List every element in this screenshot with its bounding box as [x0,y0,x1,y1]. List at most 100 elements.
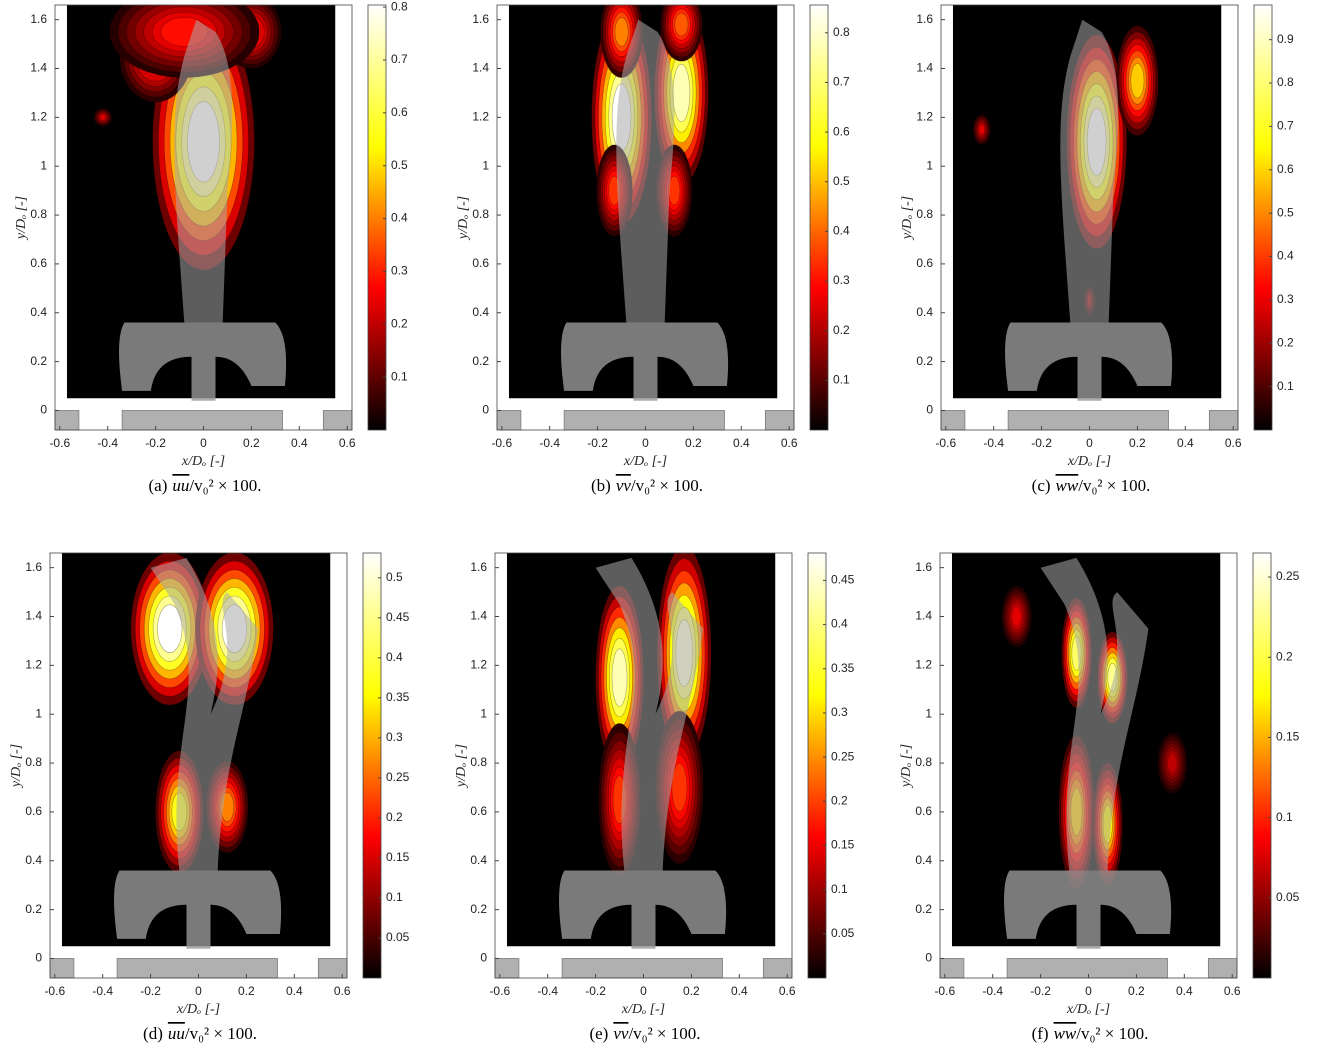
y-tick-label: 0.8 [25,755,42,769]
y-tick-label: 0.6 [915,804,932,818]
x-tick-label: -0.4 [537,984,558,998]
colorbar-tick-label: 0.2 [1277,335,1294,349]
colorbar-tick-label: 0.4 [1277,249,1294,263]
colorbar-tick-label: 0.4 [391,211,408,225]
y-tick-label: 1.6 [915,560,932,574]
colorbar-tick-label: 0.7 [391,52,408,66]
x-tick-label: -0.2 [1030,984,1051,998]
floor-bar [121,410,283,431]
x-tick-label: 0.6 [1225,436,1242,450]
colorbar-tick-label: 0.25 [831,749,855,763]
x-tick-label: 0.4 [733,436,750,450]
x-axis-label: x/Dₒ [-] [623,454,667,469]
caption: (f) ww/v₀² × 100. [1032,1024,1149,1043]
contour-level [614,17,629,47]
colorbar-tick-label: 0.2 [386,810,403,824]
y-tick-label: 1 [40,158,47,172]
y-tick-label: 1.6 [25,560,42,574]
colorbar-tick-label: 0.2 [1276,649,1293,663]
burner [1004,870,1172,949]
colorbar-tick-label: 0.15 [386,850,410,864]
x-tick-label: 0.6 [1224,984,1241,998]
x-axis-label: x/Dₒ [-] [621,1002,665,1017]
x-axis-label: x/Dₒ [-] [1066,1002,1110,1017]
caption-quantity: vv [616,476,632,495]
caption-label: (a) [149,476,168,495]
floor-bar [1006,958,1168,979]
contour-level [674,12,689,37]
colorbar-tick-label: 0.3 [833,273,850,287]
panel: -0.6 -0.4 -0.2 0 0.2 0.4 0.6 0 0.2 0.4 0.6 0.8 1 1.2 1… [454,552,855,1043]
y-tick-label: 0.6 [916,256,933,270]
x-tick-label: -0.4 [539,436,560,450]
caption: (c) ww/v₀² × 100. [1032,476,1151,495]
x-tick-label: 0.4 [291,436,308,450]
colorbar-tick-label: 0.25 [1276,569,1300,583]
x-tick-label: -0.6 [49,436,70,450]
colorbar-tick-label: 0.1 [1277,379,1294,393]
y-tick-label: 1.2 [470,658,487,672]
y-tick-label: 0 [35,951,42,965]
x-tick-label: 0 [642,436,649,450]
x-tick-label: 0.6 [334,984,351,998]
floor-bar [561,958,723,979]
panel: -0.6 -0.4 -0.2 0 0.2 0.4 0.6 0 0.2 0.4 0.6 0.8 1 1.2 1… [456,4,850,495]
colorbar [362,552,382,979]
y-tick-label: 0.4 [916,305,933,319]
y-tick-label: 0.8 [915,755,932,769]
y-tick-label: 0 [926,403,933,417]
colorbar-tick-label: 0.4 [833,224,850,238]
flame-silhouette [1060,19,1119,323]
y-tick-label: 1.4 [470,609,487,623]
caption-quantity: uu [172,476,189,495]
colorbar-tick-label: 0.2 [831,793,848,807]
x-tick-label: 0.2 [1129,436,1146,450]
y-tick-label: 1 [925,706,932,720]
colorbar-tick-label: 0.7 [833,75,850,89]
y-tick-label: 1.2 [25,658,42,672]
colorbar-tick-label: 0.8 [1277,75,1294,89]
colorbar-tick-label: 0.45 [386,610,410,624]
y-tick-label: 1.4 [915,609,932,623]
y-axis-label: y/Dₒ [-] [9,744,24,789]
y-axis-label: y/Dₒ [-] [900,196,915,241]
floor-bar [939,958,965,979]
floor-bar [494,958,520,979]
y-tick-label: 0.6 [25,804,42,818]
y-tick-label: 1.4 [472,61,489,75]
floor-bar [54,410,80,431]
colorbar [367,4,387,431]
colorbar-tick-label: 0.3 [386,730,403,744]
x-axis-label: x/Dₒ [-] [176,1002,220,1017]
caption-label: (c) [1032,476,1051,495]
x-tick-label: -0.4 [982,984,1003,998]
y-tick-label: 1.4 [30,61,47,75]
y-tick-label: 1.2 [30,110,47,124]
x-tick-label: 0.4 [1177,436,1194,450]
colorbar-tick-label: 0.6 [391,105,408,119]
y-tick-label: 1.6 [30,12,47,26]
y-axis-label: y/Dₒ [-] [456,196,471,241]
x-tick-label: 0.2 [1128,984,1145,998]
colorbar-tick-label: 0.4 [386,650,403,664]
x-tick-label: 0.6 [779,984,796,998]
caption-label: (d) [143,1024,163,1043]
y-tick-label: 1.6 [470,560,487,574]
x-tick-label: -0.4 [983,436,1004,450]
colorbar-tick-label: 0.3 [1277,292,1294,306]
burner [114,870,282,949]
colorbar-tick-label: 0.5 [833,174,850,188]
y-tick-label: 0.2 [916,354,933,368]
y-tick-label: 1 [926,158,933,172]
colorbar [809,4,829,431]
y-tick-label: 1 [480,706,487,720]
x-tick-label: -0.2 [1031,436,1052,450]
x-tick-label: -0.4 [92,984,113,998]
caption-quantity: ww [1056,476,1079,495]
x-tick-label: 0.6 [781,436,798,450]
colorbar-tick-label: 0.45 [831,573,855,587]
colorbar-tick-label: 0.1 [391,369,408,383]
caption-label: (e) [589,1024,608,1043]
y-tick-label: 0.4 [25,853,42,867]
